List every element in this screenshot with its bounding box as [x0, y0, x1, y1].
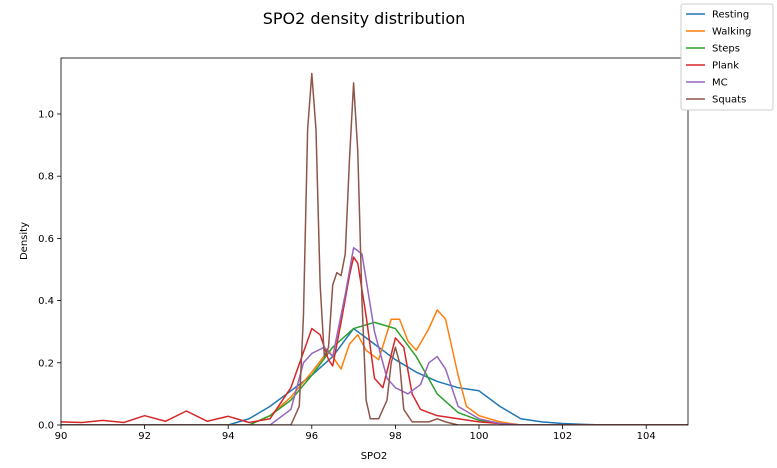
plot-area: 90 92 94 96 98 100 102 104 0.0 0.2 0.4 0.6 0.8 1.0: [38, 57, 689, 442]
legend: Resting Walking Steps Plank MC Squats: [680, 3, 774, 111]
series-line-resting: [61, 327, 688, 425]
y-tick-label: 0.8: [38, 172, 54, 183]
legend-label-steps: Steps: [712, 44, 740, 55]
x-tick-label: 104: [637, 431, 656, 442]
x-tick-label: 90: [55, 431, 68, 442]
chart-title: SPO2 density distribution: [263, 9, 466, 28]
series-line-walking: [61, 309, 688, 425]
y-tick-label: 0.2: [38, 358, 54, 369]
legend-label-walking: Walking: [712, 27, 751, 38]
x-tick-label: 94: [222, 431, 235, 442]
y-tick-label: 0.4: [38, 296, 54, 307]
x-axis-label: SPO2: [361, 451, 388, 462]
series-lines: [61, 72, 688, 425]
y-tick-label: 0.0: [38, 421, 54, 432]
x-tick-label: 100: [469, 431, 488, 442]
x-tick-label: 102: [553, 431, 572, 442]
series-line-mc: [61, 246, 688, 425]
plot-frame: [60, 57, 689, 426]
x-tick-label: 98: [389, 431, 402, 442]
x-tick-label: 96: [305, 431, 318, 442]
legend-label-mc: MC: [712, 78, 728, 89]
legend-label-squats: Squats: [712, 95, 746, 106]
series-line-squats: [61, 72, 688, 425]
legend-label-plank: Plank: [712, 61, 739, 72]
legend-label-resting: Resting: [712, 10, 749, 21]
y-tick-label: 0.6: [38, 234, 54, 245]
x-tick-label: 92: [138, 431, 151, 442]
y-tick-label: 1.0: [38, 109, 54, 120]
y-axis-label: Density: [19, 222, 30, 260]
series-line-plank: [61, 256, 688, 425]
